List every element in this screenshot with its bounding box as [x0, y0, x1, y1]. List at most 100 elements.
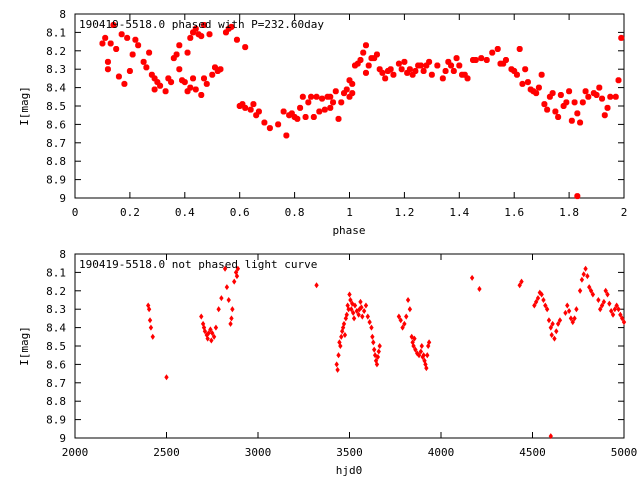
x-tick-label: 1.6: [504, 206, 524, 219]
data-point: [572, 315, 577, 322]
data-point: [390, 71, 397, 78]
data-point: [230, 306, 235, 313]
x-tick-label: 0.2: [120, 206, 140, 219]
data-point: [371, 55, 378, 62]
data-point: [181, 79, 188, 86]
data-point: [548, 324, 553, 331]
data-point: [261, 119, 268, 126]
data-point: [530, 88, 537, 95]
data-point: [291, 114, 298, 121]
data-point: [206, 330, 211, 337]
data-point: [413, 346, 418, 353]
data-point: [477, 285, 482, 292]
data-point: [434, 62, 441, 69]
data-point: [140, 58, 147, 65]
data-point: [596, 296, 601, 304]
data-point: [539, 291, 544, 298]
data-point: [563, 309, 568, 316]
data-point: [605, 291, 610, 298]
data-point: [351, 315, 357, 322]
data-point: [150, 333, 155, 340]
data-point: [146, 306, 152, 313]
data-point: [583, 265, 588, 272]
data-point: [275, 121, 282, 128]
data-point: [334, 361, 339, 368]
data-point: [341, 90, 348, 97]
y-tick-label: 8.6: [46, 118, 66, 131]
data-point: [593, 91, 600, 98]
data-point: [305, 99, 312, 106]
data-point: [571, 99, 578, 106]
data-point: [478, 55, 485, 62]
y-tick-label: 8.9: [46, 414, 66, 427]
x-tick-label: 4000: [428, 446, 455, 459]
data-point: [570, 319, 575, 326]
data-point: [532, 302, 537, 309]
data-point: [552, 108, 559, 115]
x-tick-label: 1: [346, 206, 353, 219]
data-point: [405, 296, 411, 304]
data-point: [379, 69, 386, 76]
data-point: [310, 114, 317, 121]
data-point: [330, 99, 337, 106]
data-point: [387, 66, 394, 73]
data-point: [535, 295, 541, 302]
data-point: [148, 324, 154, 331]
data-point: [339, 333, 344, 340]
data-point: [610, 311, 616, 318]
data-point: [190, 75, 197, 82]
data-point: [234, 273, 240, 280]
data-point: [546, 93, 553, 100]
data-point: [338, 99, 345, 106]
data-point: [349, 80, 356, 87]
data-point: [124, 34, 131, 41]
data-point: [412, 68, 419, 75]
data-point: [255, 108, 262, 115]
data-point: [541, 296, 546, 304]
data-point: [143, 64, 150, 71]
data-point: [527, 86, 534, 93]
data-point: [376, 66, 383, 73]
data-point: [494, 45, 501, 52]
data-point: [557, 317, 563, 324]
data-point: [489, 49, 496, 56]
data-point: [400, 324, 405, 331]
y-tick-label: 8.4: [46, 82, 66, 95]
data-point: [426, 339, 432, 346]
data-point: [319, 95, 326, 102]
data-point: [99, 40, 106, 47]
data-point: [343, 86, 350, 93]
data-point: [544, 306, 550, 313]
y-tick-label: 8.9: [46, 174, 66, 187]
data-point: [242, 104, 249, 111]
data-point: [146, 49, 153, 56]
data-point: [418, 348, 424, 355]
data-point: [472, 57, 479, 63]
data-point: [384, 68, 391, 75]
y-axis-label: I[mag]: [18, 86, 31, 126]
y-tick-label: 8.5: [46, 100, 66, 113]
data-point: [164, 374, 169, 381]
data-point: [205, 335, 210, 342]
data-point: [222, 265, 228, 272]
data-point: [107, 40, 114, 47]
data-point: [603, 287, 608, 294]
data-point: [513, 71, 520, 78]
data-point: [208, 326, 213, 333]
data-point: [579, 276, 585, 283]
data-point: [554, 328, 559, 335]
data-point: [360, 313, 365, 320]
data-point: [598, 306, 603, 313]
data-point: [354, 60, 361, 67]
data-point: [557, 91, 564, 98]
data-point: [308, 93, 315, 100]
data-point: [173, 51, 180, 58]
data-point: [201, 75, 208, 82]
x-axis-ticks: 2000 2500 3000 3500 4000 4500 5000: [62, 254, 637, 459]
data-point: [574, 110, 581, 117]
data-point: [247, 106, 254, 113]
data-point: [102, 34, 109, 41]
data-point: [157, 82, 164, 89]
data-point: [609, 308, 614, 315]
data-point: [456, 62, 463, 69]
